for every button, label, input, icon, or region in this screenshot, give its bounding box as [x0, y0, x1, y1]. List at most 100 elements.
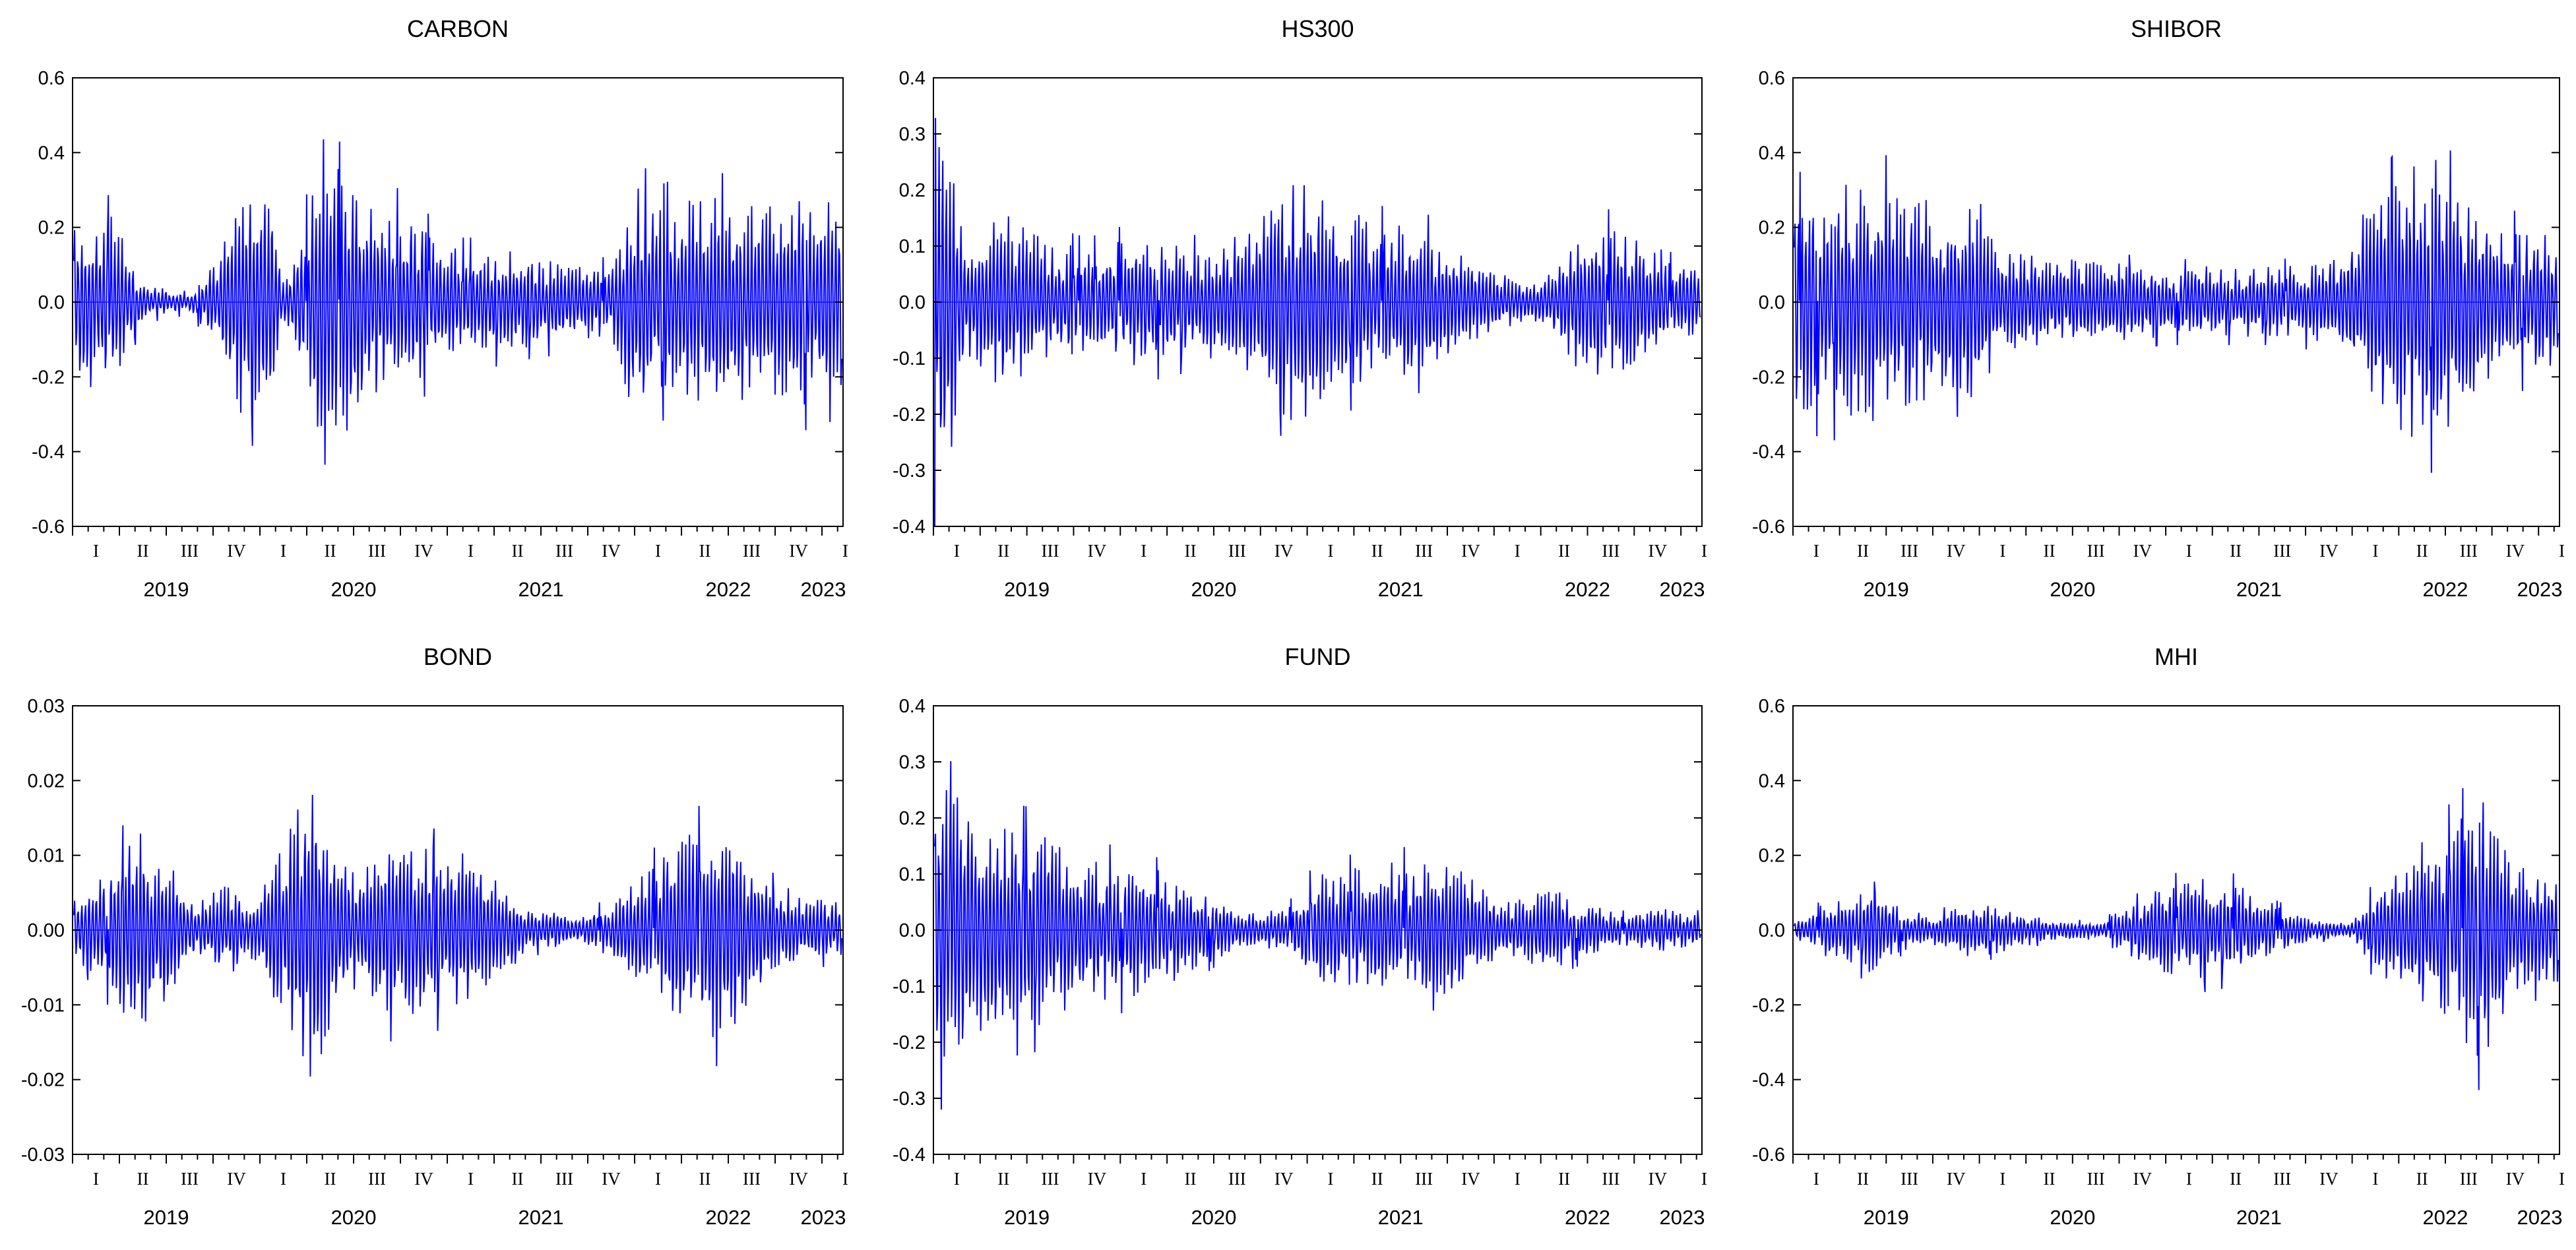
quarter-label: II — [512, 541, 524, 561]
y-tick-label: -0.4 — [893, 1144, 926, 1166]
year-label: 2019 — [144, 578, 189, 601]
y-tick-label: 0.0 — [899, 292, 926, 313]
quarter-label: IV — [2506, 541, 2525, 561]
quarter-label: I — [842, 1169, 848, 1189]
quarter-label: I — [954, 541, 960, 561]
quarter-label: IV — [1274, 1169, 1294, 1189]
quarter-label: I — [468, 1169, 474, 1189]
quarter-label: III — [2087, 1169, 2105, 1189]
quarter-label: III — [1602, 1169, 1619, 1189]
quarter-label: III — [1415, 1169, 1433, 1189]
quarter-label: IV — [2133, 541, 2152, 561]
quarter-label: I — [1515, 541, 1521, 561]
quarter-label: IV — [1461, 541, 1480, 561]
quarter-label: IV — [1947, 541, 1966, 561]
year-label: 2023 — [801, 578, 846, 601]
quarter-label: III — [2460, 541, 2478, 561]
year-label: 2023 — [801, 1206, 846, 1229]
year-label: 2022 — [706, 1206, 751, 1229]
y-tick-label: -0.03 — [21, 1144, 65, 1166]
y-tick-label: 0.6 — [1759, 696, 1785, 717]
y-tick-label: -0.2 — [893, 1032, 926, 1053]
quarter-label: III — [1415, 541, 1433, 561]
quarter-label: III — [181, 541, 199, 561]
quarter-label: IV — [1088, 1169, 1107, 1189]
quarter-label: II — [137, 1169, 149, 1189]
y-tick-label: 0.4 — [1759, 770, 1785, 792]
quarter-label: I — [2186, 1169, 2192, 1189]
quarter-label: I — [93, 1169, 99, 1189]
quarter-label: III — [2087, 541, 2105, 561]
y-tick-label: -0.2 — [1752, 367, 1785, 388]
y-tick-label: 0.01 — [28, 846, 65, 867]
quarter-label: IV — [602, 541, 621, 561]
quarter-label: II — [2230, 541, 2242, 561]
series-line — [73, 139, 842, 465]
quarter-label: I — [1141, 541, 1147, 561]
quarter-label: III — [743, 541, 761, 561]
quarter-label: III — [555, 1169, 573, 1189]
year-label: 2020 — [331, 1206, 377, 1229]
panel-title: BOND — [424, 643, 492, 670]
y-tick-label: -0.2 — [32, 367, 65, 388]
quarter-label: I — [468, 541, 474, 561]
quarter-label: III — [1901, 1169, 1918, 1189]
quarter-label: IV — [1648, 1169, 1667, 1189]
year-label: 2023 — [1660, 1206, 1705, 1229]
quarter-label: III — [2460, 1169, 2478, 1189]
year-label: 2019 — [1864, 578, 1909, 601]
series-line — [1794, 150, 2559, 473]
quarter-label: I — [1999, 541, 2005, 561]
year-label: 2022 — [1565, 578, 1610, 601]
series-line — [934, 117, 1701, 527]
y-tick-label: 0.1 — [899, 236, 926, 257]
quarter-label: III — [1042, 541, 1059, 561]
year-label: 2021 — [2236, 578, 2282, 601]
y-tick-label: 0.02 — [28, 770, 65, 792]
year-label: 2022 — [706, 578, 751, 601]
quarter-label: I — [2372, 541, 2378, 561]
y-tick-label: 0.2 — [38, 218, 65, 239]
quarter-label: I — [1813, 541, 1819, 561]
quarter-label: IV — [414, 1169, 433, 1189]
year-label: 2019 — [1004, 578, 1050, 601]
quarter-label: II — [699, 541, 711, 561]
year-label: 2021 — [2236, 1206, 2282, 1229]
quarter-label: I — [655, 1169, 661, 1189]
y-tick-label: 0.4 — [899, 696, 926, 717]
quarter-label: II — [1371, 1169, 1383, 1189]
y-tick-label: 0.4 — [38, 142, 65, 164]
quarter-label: III — [1901, 541, 1918, 561]
y-tick-label: 0.2 — [1759, 218, 1785, 239]
quarter-label: III — [2273, 1169, 2291, 1189]
quarter-label: I — [280, 1169, 286, 1189]
quarter-label: II — [1371, 541, 1383, 561]
quarter-label: I — [2372, 1169, 2378, 1189]
quarter-label: II — [997, 541, 1009, 561]
quarter-label: II — [1185, 1169, 1197, 1189]
quarter-label: IV — [1947, 1169, 1966, 1189]
y-tick-label: -0.02 — [21, 1070, 65, 1091]
y-tick-label: 0.00 — [28, 920, 65, 941]
quarter-label: IV — [414, 541, 433, 561]
quarter-label: II — [1857, 541, 1869, 561]
year-label: 2020 — [1191, 1206, 1236, 1229]
y-tick-label: -0.6 — [32, 516, 65, 538]
quarter-label: I — [2559, 1169, 2565, 1189]
quarter-label: IV — [2319, 1169, 2339, 1189]
quarter-label: I — [655, 541, 661, 561]
quarter-label: I — [954, 1169, 960, 1189]
quarter-label: II — [2044, 1169, 2056, 1189]
series-line — [934, 761, 1701, 1110]
year-label: 2022 — [1565, 1206, 1610, 1229]
y-tick-label: 0.2 — [899, 808, 926, 829]
quarter-label: IV — [227, 1169, 246, 1189]
year-label: 2021 — [518, 578, 564, 601]
quarter-label: II — [1857, 1169, 1869, 1189]
y-tick-label: -0.4 — [893, 516, 926, 538]
quarter-label: I — [2186, 541, 2192, 561]
